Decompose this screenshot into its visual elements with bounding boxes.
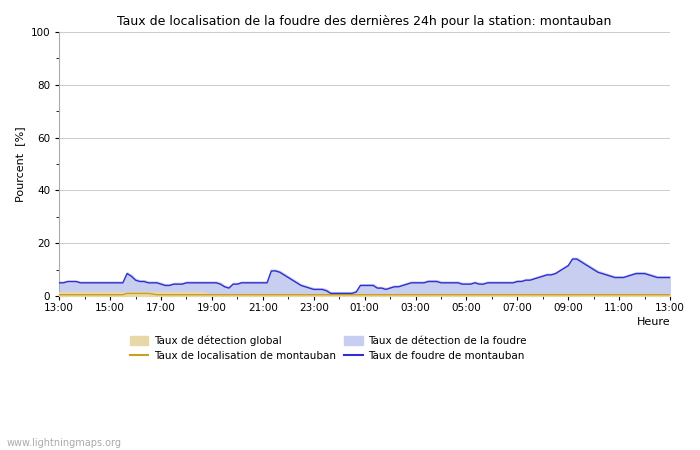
Title: Taux de localisation de la foudre des dernières 24h pour la station: montauban: Taux de localisation de la foudre des de…	[118, 15, 612, 28]
Y-axis label: Pourcent  [%]: Pourcent [%]	[15, 126, 25, 202]
Text: Heure: Heure	[636, 317, 670, 327]
Legend: Taux de détection global, Taux de localisation de montauban, Taux de détection d: Taux de détection global, Taux de locali…	[130, 336, 526, 361]
Text: www.lightningmaps.org: www.lightningmaps.org	[7, 438, 122, 448]
